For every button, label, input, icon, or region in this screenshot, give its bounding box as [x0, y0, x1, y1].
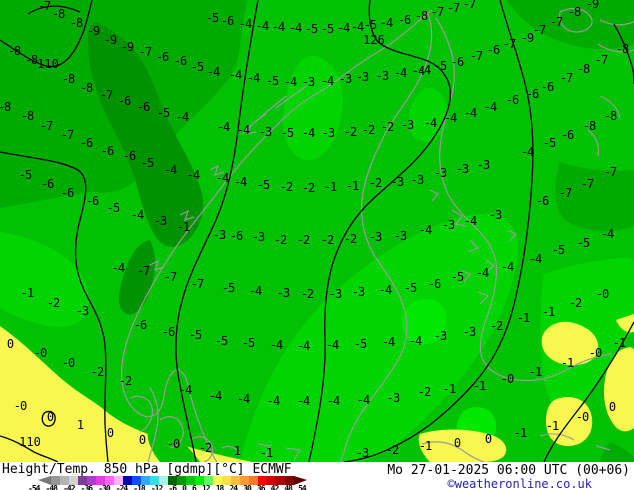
scale-label: -6 [168, 484, 177, 490]
scale-label: -24 [115, 484, 128, 490]
scale-label: -48 [45, 484, 58, 490]
colorbar-cell [222, 476, 231, 485]
scale-label: 12 [201, 484, 211, 490]
colorbar-cell [96, 476, 105, 485]
coast-lofoten [149, 85, 307, 271]
colorbar-cell [186, 476, 195, 485]
map-graphics [0, 0, 634, 462]
colorbar-cell [249, 476, 258, 485]
colorbar-cell [195, 476, 204, 485]
scale-label: -18 [133, 484, 145, 490]
height-contours [0, 0, 634, 462]
weatheronline-credit-link[interactable]: ©weatheronline.co.uk [447, 477, 593, 490]
colorbar-cell [258, 476, 267, 485]
scale-label: -42 [63, 484, 75, 490]
colorbar-right-arrow-icon [294, 476, 307, 485]
colorbar-cell [51, 476, 60, 485]
colorbar-cell [168, 476, 177, 485]
scale-label: 30 [243, 484, 252, 490]
scale-label: 24 [229, 484, 238, 490]
colorbar-cell [69, 476, 78, 485]
colorbar-cell [60, 476, 69, 485]
colorbar-cell [159, 476, 168, 485]
colorbar-cell [177, 476, 186, 485]
scale-label: -54 [28, 484, 40, 490]
colorbar-left-arrow-icon [38, 476, 51, 485]
scale-label: 0 [182, 484, 187, 490]
scale-label: -30 [98, 484, 110, 490]
colorbar-cell [285, 476, 294, 485]
coast-denmark [129, 387, 301, 462]
map-title: Height/Temp. 850 hPa [gdmp][°C] ECMWF [2, 462, 292, 477]
valid-time-label: Mo 27-01-2025 06:00 UTC (00+06) [387, 463, 630, 478]
colorbar-cell [123, 476, 132, 485]
coast-kola [559, 7, 634, 157]
colorbar-cell [204, 476, 213, 485]
finland-lakes [429, 189, 517, 305]
colorbar-cell [231, 476, 240, 485]
coast-norway-west [121, 9, 433, 462]
scale-label: 54 [298, 484, 307, 490]
colorbar-cell [276, 476, 285, 485]
colorbar-cell [213, 476, 222, 485]
colorbar-cell [78, 476, 87, 485]
temperature-shading [0, 0, 634, 462]
colorbar-cells [51, 476, 294, 485]
scale-label: 48 [284, 484, 293, 490]
colorbar-cell [240, 476, 249, 485]
colorbar-cell [150, 476, 159, 485]
coast-baltic-south [421, 433, 611, 462]
colorbar-cell [105, 476, 114, 485]
coastlines [121, 7, 634, 462]
weather-map-850hpa: -7-8-8-9-9-9-7-6-6-5-8-8-8-8-7-6-6-5-4-8… [0, 0, 634, 462]
scale-label: -12 [150, 484, 163, 490]
scale-label: 42 [270, 484, 280, 490]
scale-label: 36 [256, 484, 266, 490]
colorbar-cell [87, 476, 96, 485]
colorbar-cell [141, 476, 150, 485]
scale-label: 18 [215, 484, 225, 490]
scale-label: 6 [192, 484, 197, 490]
scale-label: -36 [80, 484, 93, 490]
colorbar-cell [267, 476, 276, 485]
colorbar-scale-labels: -54 -48 -42 -36 -30 -24 -18 -12 -6 0 6 12 18 24 30 36 42… [28, 484, 307, 490]
legend-bar: Height/Temp. 850 hPa [gdmp][°C] ECMWF -5… [0, 462, 634, 490]
colorbar-cell [132, 476, 141, 485]
coast-sweden-baltic [339, 13, 433, 462]
temperature-colorbar [38, 476, 307, 485]
colorbar-cell [114, 476, 123, 485]
